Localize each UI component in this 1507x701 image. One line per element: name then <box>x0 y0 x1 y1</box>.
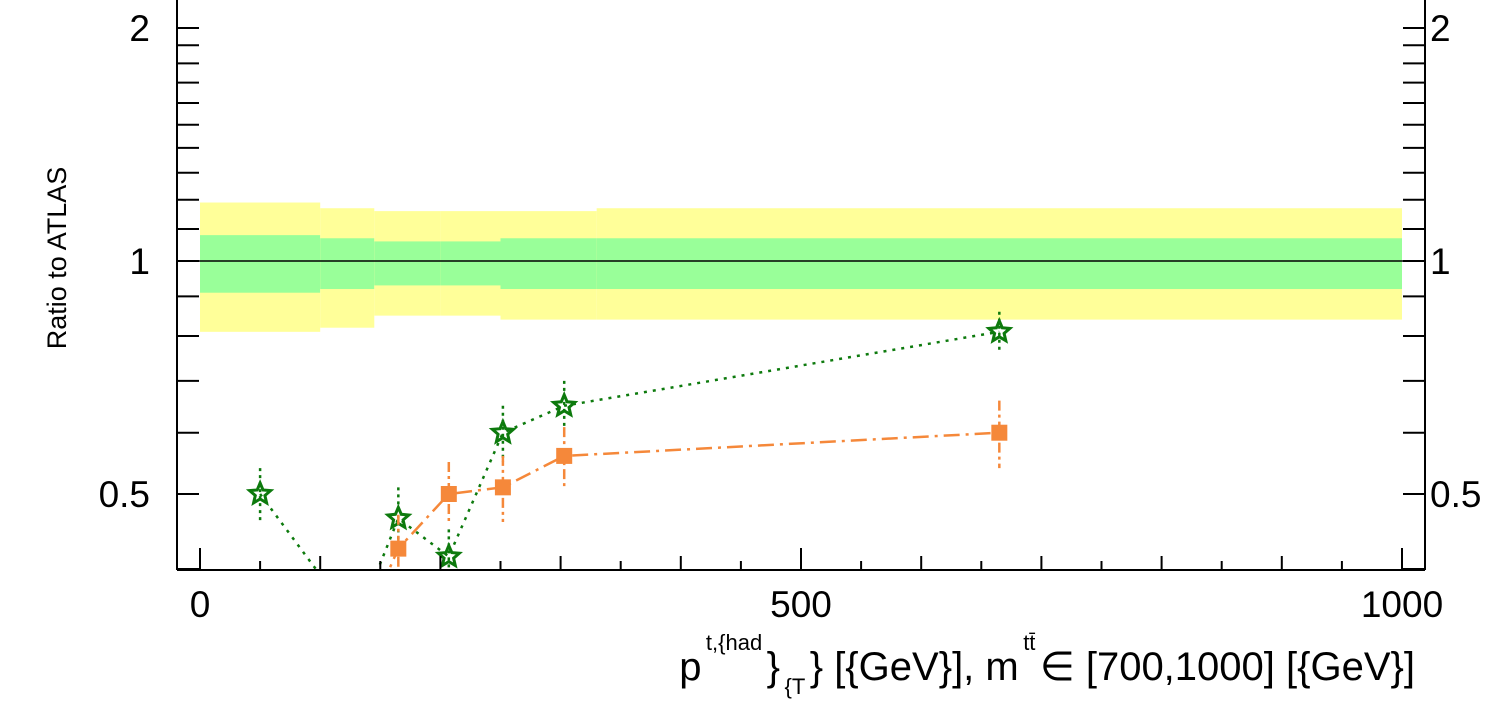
x-label-rest: } [{GeV}], m <box>810 645 1019 689</box>
series-1-point-1 <box>390 540 407 557</box>
y-tick-label-right: 0.5 <box>1430 474 1481 515</box>
inner-band-bin-4 <box>500 238 597 290</box>
y-tick-label-right: 2 <box>1430 8 1451 49</box>
x-tick-label: 500 <box>770 584 832 625</box>
tick-labels: 0 500 1000 0.5 0.5 1 1 2 2 <box>99 8 1482 625</box>
series-1-point-4 <box>556 447 573 464</box>
x-label-p-sub: } <box>767 645 780 689</box>
x-tick-label: 0 <box>190 584 211 625</box>
inner-band-bin-2 <box>374 241 441 286</box>
inner-band-bin-3 <box>440 241 501 286</box>
series-0-point-6 <box>985 316 1014 344</box>
inner-band-bin-5 <box>596 238 1402 290</box>
axis-ticks <box>177 27 1425 571</box>
series-0-line <box>259 330 1000 570</box>
x-label-tail: ∈ [700,1000] [{GeV}] <box>1040 645 1415 689</box>
series-0-point-3 <box>434 541 463 569</box>
series-0-point-4 <box>488 417 518 445</box>
x-label-p-sub2: {T <box>784 674 805 699</box>
series-1 <box>348 400 1008 652</box>
y-axis-label: Ratio to ATLAS <box>42 167 72 350</box>
x-label-p-sup: t,{had <box>706 630 762 655</box>
y-tick-label-left: 1 <box>129 241 150 282</box>
x-label-p: p <box>679 645 701 689</box>
x-axis-label: p t,{had } {T } [{GeV}], m tt̄ ∈ [700,10… <box>679 630 1415 699</box>
series-1-point-0 <box>348 636 364 652</box>
uncertainty-bands <box>200 202 1402 332</box>
series-1-point-3 <box>494 479 511 496</box>
series-0-point-1 <box>346 613 367 633</box>
series-1-point-5 <box>991 424 1008 441</box>
inner-band-bin-0 <box>200 235 321 293</box>
y-tick-label-right: 1 <box>1430 241 1451 282</box>
series-1-point-2 <box>440 486 457 502</box>
x-label-m-sup: tt̄ <box>1023 630 1035 655</box>
series-1-line <box>387 431 1000 570</box>
inner-band-bin-1 <box>320 238 375 290</box>
series-0 <box>245 311 1014 633</box>
y-tick-label-left: 0.5 <box>99 474 150 515</box>
series-0-point-0 <box>245 479 275 507</box>
x-tick-label: 1000 <box>1361 584 1443 625</box>
series-group <box>245 311 1014 652</box>
series-0-point-5 <box>549 390 579 418</box>
y-tick-label-left: 2 <box>129 8 150 49</box>
